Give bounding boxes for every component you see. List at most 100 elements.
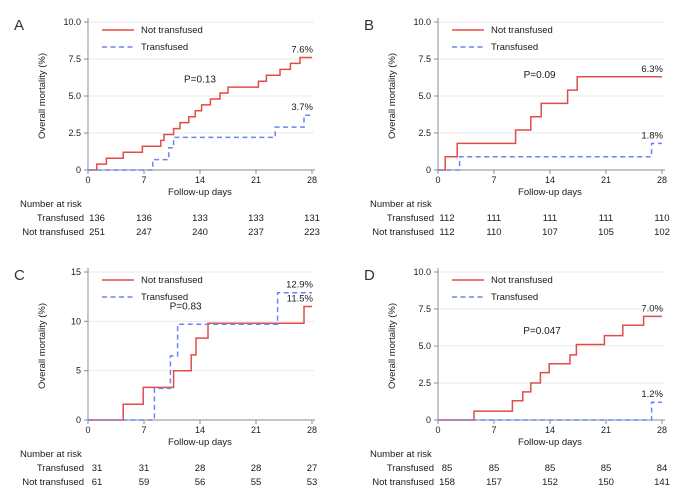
x-tick-label: 21	[251, 425, 261, 435]
km-chart-D: 0 2.5 5.0 7.5 10.0 0 7 14 21 28 Overall mortality …	[364, 267, 670, 488]
risk-value: 240	[192, 227, 208, 238]
legend-label: Not transfused	[491, 275, 553, 286]
x-tick-label: 7	[491, 175, 496, 185]
y-tick-label: 7.5	[68, 54, 81, 64]
risk-value: 110	[654, 213, 669, 224]
risk-value: 107	[542, 227, 558, 238]
x-tick-label: 21	[601, 175, 611, 185]
risk-table-title: Number at risk	[370, 449, 432, 460]
x-axis-title: Follow-up days	[518, 187, 582, 198]
x-tick-label: 28	[307, 175, 317, 185]
y-tick-label: 2.5	[68, 128, 81, 138]
not-transfused-curve	[438, 76, 662, 171]
legend-label: Transfused	[141, 42, 188, 53]
risk-value: 141	[654, 477, 670, 488]
y-tick-label: 0	[76, 165, 81, 175]
risk-row-label: Transfused	[37, 213, 84, 224]
y-tick-label: 10	[71, 316, 81, 326]
risk-value: 150	[598, 477, 614, 488]
risk-value: 31	[139, 463, 150, 474]
legend-label: Transfused	[491, 42, 538, 53]
x-tick-label: 14	[545, 425, 555, 435]
risk-value: 59	[139, 477, 150, 488]
x-tick-label: 7	[141, 425, 146, 435]
y-axis-title: Overall mortality (%)	[387, 53, 398, 139]
risk-value: 84	[657, 463, 668, 474]
p-value-label: P=0.13	[184, 75, 216, 86]
legend-label: Not transfused	[141, 275, 203, 286]
risk-value: 111	[543, 213, 557, 224]
y-tick-label: 5	[76, 366, 81, 376]
y-tick-label: 7.5	[418, 54, 431, 64]
y-tick-label: 2.5	[418, 378, 431, 388]
risk-value: 105	[598, 227, 614, 238]
risk-row-label: Not transfused	[372, 227, 434, 238]
y-tick-label: 10.0	[413, 17, 431, 27]
km-panel-c: 0 5 10 15 0 7 14 21 28 Overall mortality (%) Follo…	[0, 250, 350, 500]
risk-value: 85	[601, 463, 612, 474]
panel-letter: C	[14, 267, 25, 284]
panel-letter: A	[14, 17, 24, 34]
p-value-label: P=0.83	[170, 302, 202, 313]
p-value-label: P=0.09	[524, 70, 556, 81]
risk-table-title: Number at risk	[20, 199, 82, 210]
legend-label: Not transfused	[491, 25, 553, 36]
curve-end-label: 1.2%	[641, 389, 663, 400]
panel-letter: B	[364, 17, 374, 34]
km-panel-d: 0 2.5 5.0 7.5 10.0 0 7 14 21 28 Overall mortality …	[350, 250, 700, 500]
risk-row-label: Not transfused	[22, 477, 84, 488]
risk-value: 85	[545, 463, 556, 474]
risk-value: 237	[248, 227, 264, 238]
risk-row-label: Not transfused	[372, 477, 434, 488]
y-tick-label: 0	[76, 415, 81, 425]
x-tick-label: 28	[657, 425, 667, 435]
curve-end-label: 3.7%	[291, 102, 313, 113]
risk-value: 61	[92, 477, 103, 488]
risk-value: 111	[599, 213, 613, 224]
transfused-curve	[438, 142, 662, 171]
x-axis-title: Follow-up days	[168, 437, 232, 448]
curve-end-label: 7.0%	[641, 303, 663, 314]
risk-value: 28	[195, 463, 206, 474]
risk-value: 56	[195, 477, 206, 488]
risk-value: 110	[486, 227, 501, 238]
x-axis-title: Follow-up days	[518, 437, 582, 448]
curve-end-label: 12.9%	[286, 280, 313, 291]
risk-row-label: Transfused	[37, 463, 84, 474]
transfused-curve	[88, 114, 312, 171]
risk-value: 158	[439, 477, 455, 488]
km-panel-b: 0 2.5 5.0 7.5 10.0 0 7 14 21 28 Overall mortality …	[350, 0, 700, 250]
risk-row-label: Transfused	[387, 213, 434, 224]
y-tick-label: 2.5	[418, 128, 431, 138]
not-transfused-curve	[88, 305, 312, 421]
curve-end-label: 11.5%	[287, 294, 314, 305]
y-tick-label: 15	[71, 267, 81, 277]
risk-table-title: Number at risk	[370, 199, 432, 210]
km-chart-A: 0 2.5 5.0 7.5 10.0 0 7 14 21 28 Overall mortality …	[14, 17, 320, 238]
not-transfused-curve	[88, 56, 312, 171]
km-chart-C: 0 5 10 15 0 7 14 21 28 Overall mortality (%) Follo…	[14, 267, 318, 488]
x-axis-title: Follow-up days	[168, 187, 232, 198]
risk-value: 131	[304, 213, 320, 224]
y-tick-label: 10.0	[413, 267, 431, 277]
risk-value: 157	[486, 477, 502, 488]
risk-value: 152	[542, 477, 558, 488]
curve-end-label: 6.3%	[641, 64, 663, 75]
risk-value: 53	[307, 477, 318, 488]
x-tick-label: 0	[435, 175, 440, 185]
y-tick-label: 7.5	[418, 304, 431, 314]
risk-value: 112	[439, 227, 454, 238]
y-axis-title: Overall mortality (%)	[37, 53, 48, 139]
risk-value: 223	[304, 227, 320, 238]
risk-row-label: Transfused	[387, 463, 434, 474]
y-tick-label: 0	[426, 415, 431, 425]
x-tick-label: 14	[195, 175, 205, 185]
risk-value: 31	[92, 463, 103, 474]
x-tick-label: 28	[307, 425, 317, 435]
panel-letter: D	[364, 267, 375, 284]
risk-value: 28	[251, 463, 262, 474]
curve-end-label: 7.6%	[291, 45, 313, 56]
y-tick-label: 0	[426, 165, 431, 175]
x-tick-label: 21	[251, 175, 261, 185]
